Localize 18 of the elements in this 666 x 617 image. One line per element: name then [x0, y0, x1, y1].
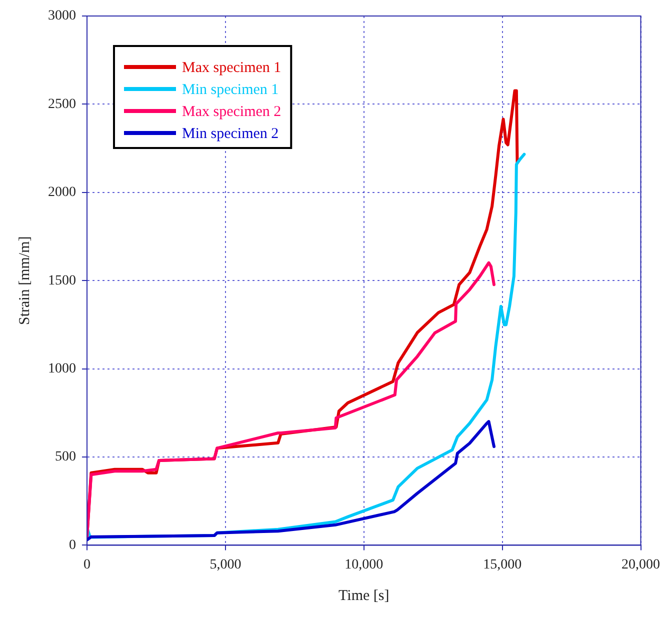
- y-tick-label: 1500: [48, 273, 76, 288]
- y-tick-label: 2000: [48, 185, 76, 200]
- x-tick-label: 5,000: [210, 557, 242, 572]
- x-tick-label: 10,000: [344, 557, 384, 572]
- y-axis-title: Strain [mm/m]: [16, 236, 33, 325]
- y-tick-label: 500: [55, 450, 76, 465]
- x-tick-label: 15,000: [483, 557, 522, 572]
- y-tick-label: 3000: [48, 8, 76, 24]
- y-tick-label: 2500: [48, 96, 76, 112]
- legend-label: Max specimen 1: [182, 60, 282, 76]
- x-tick-label: 20,000: [622, 557, 660, 572]
- y-tick-label: 1000: [48, 361, 76, 376]
- y-tick-label: 0: [69, 538, 76, 553]
- x-tick-label: 0: [84, 557, 90, 572]
- legend-label: Max specimen 2: [182, 104, 282, 120]
- legend-label: Min specimen 1: [182, 82, 279, 98]
- x-axis-title: Time [s]: [338, 588, 390, 604]
- legend-label: Min specimen 2: [182, 126, 279, 142]
